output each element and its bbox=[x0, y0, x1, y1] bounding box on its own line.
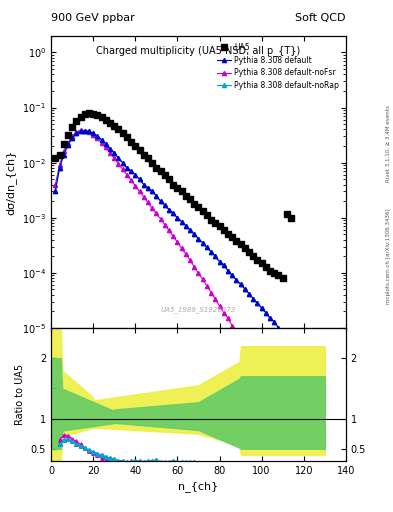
Text: 900 GeV ppbar: 900 GeV ppbar bbox=[51, 13, 135, 23]
Line: Pythia 8.308 default-noFsr: Pythia 8.308 default-noFsr bbox=[53, 128, 318, 463]
Pythia 8.308 default-noRap bbox=[83, 127, 87, 134]
Text: Soft QCD: Soft QCD bbox=[296, 13, 346, 23]
Pythia 8.308 default bbox=[322, 380, 327, 386]
Pythia 8.308 default bbox=[314, 369, 319, 375]
Line: Pythia 8.308 default: Pythia 8.308 default bbox=[53, 129, 327, 385]
Pythia 8.308 default-noFsr bbox=[129, 177, 134, 183]
Pythia 8.308 default-noFsr bbox=[310, 451, 314, 457]
Y-axis label: Ratio to UA5: Ratio to UA5 bbox=[15, 364, 25, 425]
X-axis label: n_{ch}: n_{ch} bbox=[178, 481, 219, 492]
Pythia 8.308 default-noRap bbox=[318, 374, 323, 380]
Pythia 8.308 default bbox=[83, 127, 87, 134]
Pythia 8.308 default-noRap bbox=[167, 207, 171, 213]
Text: mcplots.cern.ch [arXiv:1306.3436]: mcplots.cern.ch [arXiv:1306.3436] bbox=[386, 208, 391, 304]
Pythia 8.308 default bbox=[289, 338, 294, 345]
Pythia 8.308 default-noFsr bbox=[53, 182, 58, 188]
UA5 bbox=[217, 223, 222, 229]
Pythia 8.308 default bbox=[53, 188, 58, 195]
Pythia 8.308 default bbox=[196, 236, 201, 242]
Text: Charged multiplicity (UA5 NSD, all p_{T}): Charged multiplicity (UA5 NSD, all p_{T}… bbox=[96, 45, 301, 55]
Pythia 8.308 default-noRap bbox=[204, 244, 209, 250]
UA5 bbox=[120, 130, 125, 136]
Text: Rivet 3.1.10, ≥ 3.4M events: Rivet 3.1.10, ≥ 3.4M events bbox=[386, 105, 391, 182]
UA5 bbox=[66, 132, 70, 138]
Text: UA5_1989_S1926373: UA5_1989_S1926373 bbox=[161, 307, 236, 313]
Pythia 8.308 default bbox=[120, 160, 125, 166]
UA5 bbox=[289, 215, 294, 221]
UA5 bbox=[86, 111, 91, 117]
UA5 bbox=[53, 155, 58, 161]
Line: UA5: UA5 bbox=[53, 111, 294, 281]
Line: Pythia 8.308 default-noRap: Pythia 8.308 default-noRap bbox=[53, 129, 323, 379]
UA5 bbox=[221, 227, 226, 233]
Pythia 8.308 default-noFsr bbox=[179, 245, 184, 251]
Y-axis label: dσ/dn_{ch}: dσ/dn_{ch} bbox=[6, 150, 17, 215]
Legend: UA5, Pythia 8.308 default, Pythia 8.308 default-noFsr, Pythia 8.308 default-noRa: UA5, Pythia 8.308 default, Pythia 8.308 … bbox=[214, 39, 342, 93]
UA5 bbox=[280, 275, 285, 281]
Pythia 8.308 default-noFsr bbox=[78, 127, 83, 133]
Pythia 8.308 default-noFsr bbox=[314, 458, 319, 464]
Pythia 8.308 default-noFsr bbox=[137, 188, 142, 195]
Pythia 8.308 default-noRap bbox=[226, 268, 230, 274]
Pythia 8.308 default-noFsr bbox=[238, 335, 243, 342]
UA5 bbox=[158, 168, 163, 174]
Pythia 8.308 default bbox=[171, 210, 176, 217]
Pythia 8.308 default-noRap bbox=[91, 130, 95, 136]
Pythia 8.308 default-noRap bbox=[230, 272, 235, 279]
Pythia 8.308 default-noRap bbox=[53, 188, 58, 195]
Pythia 8.308 default-noRap bbox=[188, 227, 193, 233]
Pythia 8.308 default bbox=[137, 176, 142, 182]
UA5 bbox=[61, 141, 66, 147]
Pythia 8.308 default-noFsr bbox=[188, 257, 193, 263]
